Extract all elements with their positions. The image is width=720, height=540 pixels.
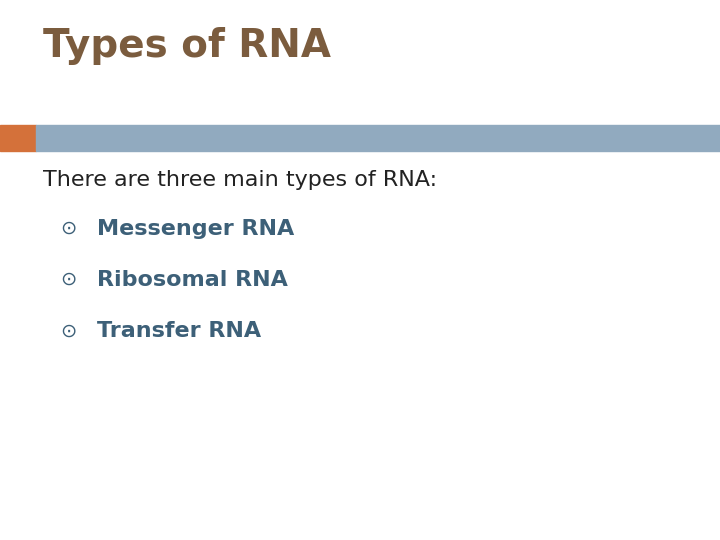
Bar	[0, 125, 36, 151]
Text: Types of RNA: Types of RNA	[43, 27, 331, 65]
Text: Messenger RNA: Messenger RNA	[97, 219, 294, 239]
Text: ⊙: ⊙	[60, 219, 76, 238]
Bar	[36, 125, 720, 151]
Text: There are three main types of RNA:: There are three main types of RNA:	[43, 170, 437, 190]
Text: ⊙: ⊙	[60, 321, 76, 340]
Text: ⊙: ⊙	[60, 270, 76, 289]
Text: Transfer RNA: Transfer RNA	[97, 321, 261, 341]
Text: Ribosomal RNA: Ribosomal RNA	[97, 270, 288, 290]
